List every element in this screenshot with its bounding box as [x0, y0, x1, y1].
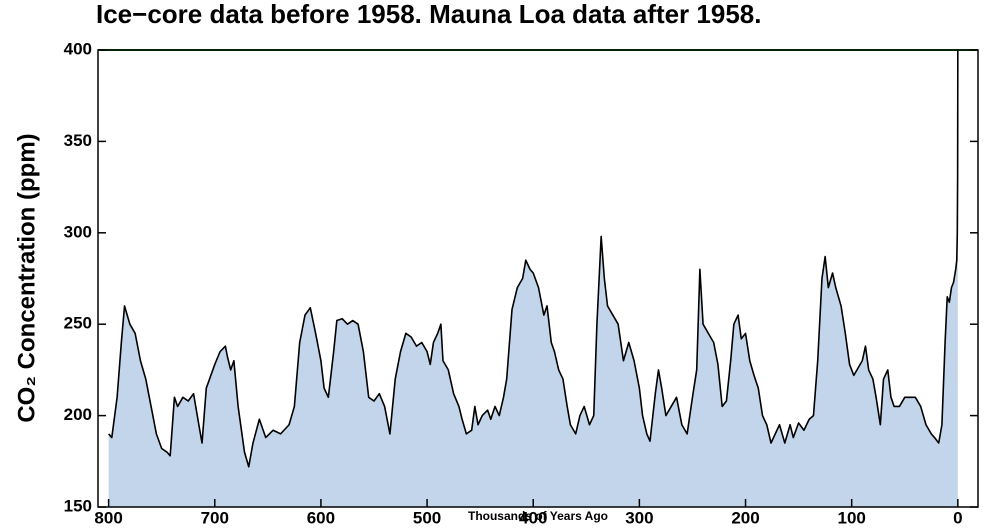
x-axis-label: Thousands of Years Ago — [468, 509, 608, 523]
y-axis-label: CO₂ Concentration (ppm) — [13, 133, 40, 422]
chart-title: Ice−core data before 1958. Mauna Loa dat… — [96, 0, 761, 29]
y-tick-label: 200 — [64, 405, 92, 424]
y-tick-label: 300 — [64, 222, 92, 241]
x-tick-label: 800 — [94, 508, 122, 527]
x-tick-label: 0 — [953, 508, 962, 527]
y-tick-label: 150 — [64, 496, 92, 515]
x-tick-label: 600 — [307, 508, 335, 527]
y-tick-label: 400 — [64, 39, 92, 58]
area — [108, 50, 958, 507]
line — [108, 49, 959, 468]
x-tick-label: 200 — [731, 508, 759, 527]
x-tick-label: 500 — [413, 508, 441, 527]
x-tick-label: 400 — [519, 508, 547, 527]
y-tick-label: 350 — [64, 131, 92, 150]
y-tick-label: 250 — [64, 314, 92, 333]
x-tick-label: 100 — [837, 508, 865, 527]
x-tick-label: 700 — [201, 508, 229, 527]
x-tick-label: 300 — [625, 508, 653, 527]
plot-frame — [97, 49, 979, 508]
